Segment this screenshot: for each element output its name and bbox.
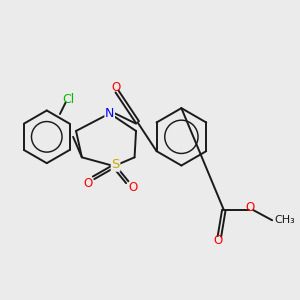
Text: S: S xyxy=(111,158,120,171)
Text: O: O xyxy=(111,81,120,94)
Text: O: O xyxy=(84,177,93,190)
Text: O: O xyxy=(246,201,255,214)
Text: N: N xyxy=(105,107,114,120)
Text: O: O xyxy=(213,234,223,247)
Text: O: O xyxy=(128,181,137,194)
Text: CH₃: CH₃ xyxy=(274,215,295,225)
Text: Cl: Cl xyxy=(63,93,75,106)
